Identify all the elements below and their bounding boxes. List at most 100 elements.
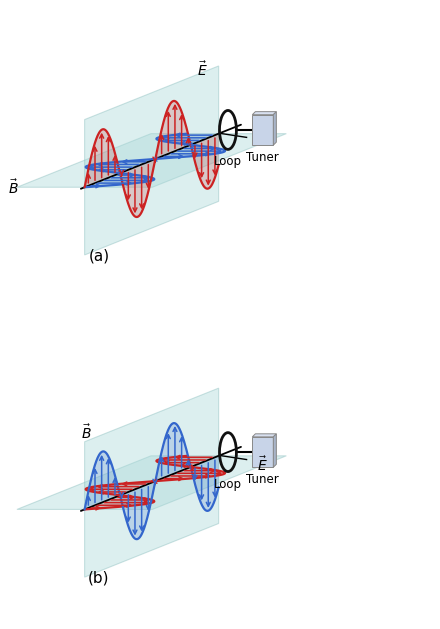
- Polygon shape: [199, 141, 200, 178]
- Polygon shape: [119, 170, 120, 174]
- Polygon shape: [106, 454, 107, 501]
- Text: Tuner: Tuner: [246, 151, 279, 164]
- Polygon shape: [200, 463, 201, 503]
- Polygon shape: [111, 464, 112, 499]
- Polygon shape: [17, 456, 286, 509]
- Polygon shape: [140, 165, 141, 214]
- Polygon shape: [166, 111, 167, 155]
- Polygon shape: [204, 462, 205, 509]
- Polygon shape: [143, 164, 144, 208]
- Polygon shape: [157, 470, 158, 481]
- Polygon shape: [198, 464, 199, 498]
- Polygon shape: [95, 462, 96, 505]
- Polygon shape: [179, 428, 180, 472]
- Polygon shape: [214, 457, 215, 502]
- Polygon shape: [183, 440, 184, 470]
- Polygon shape: [216, 457, 217, 495]
- Polygon shape: [92, 151, 93, 184]
- Polygon shape: [177, 425, 178, 472]
- Polygon shape: [162, 126, 163, 156]
- Polygon shape: [150, 483, 151, 504]
- Polygon shape: [191, 145, 192, 149]
- Polygon shape: [119, 492, 120, 496]
- Polygon shape: [173, 101, 174, 152]
- Polygon shape: [138, 166, 139, 216]
- Polygon shape: [171, 102, 172, 153]
- Polygon shape: [128, 169, 129, 206]
- Polygon shape: [129, 169, 130, 208]
- Text: $\vec{E}$: $\vec{E}$: [198, 60, 208, 79]
- Polygon shape: [90, 482, 91, 507]
- Polygon shape: [186, 448, 187, 469]
- Polygon shape: [136, 166, 137, 217]
- Polygon shape: [196, 465, 197, 490]
- Polygon shape: [137, 488, 138, 539]
- Polygon shape: [168, 107, 169, 154]
- Polygon shape: [192, 466, 193, 475]
- Polygon shape: [94, 144, 95, 184]
- Polygon shape: [84, 388, 219, 577]
- Polygon shape: [185, 123, 186, 147]
- Polygon shape: [190, 464, 191, 467]
- Polygon shape: [147, 484, 148, 518]
- Polygon shape: [116, 157, 117, 175]
- Polygon shape: [130, 491, 131, 533]
- Polygon shape: [126, 170, 127, 199]
- Text: (b): (b): [88, 571, 110, 586]
- Polygon shape: [198, 142, 199, 175]
- Polygon shape: [87, 494, 88, 508]
- Polygon shape: [148, 162, 149, 192]
- Polygon shape: [176, 102, 177, 150]
- Polygon shape: [188, 135, 189, 146]
- Polygon shape: [106, 131, 107, 179]
- Polygon shape: [107, 133, 108, 178]
- Polygon shape: [183, 118, 184, 148]
- Polygon shape: [149, 484, 150, 510]
- Polygon shape: [122, 172, 123, 184]
- Polygon shape: [95, 140, 96, 183]
- Polygon shape: [99, 454, 100, 503]
- Polygon shape: [210, 137, 211, 187]
- Polygon shape: [118, 488, 119, 496]
- Polygon shape: [153, 482, 154, 492]
- Polygon shape: [85, 181, 86, 187]
- Polygon shape: [91, 156, 92, 185]
- Polygon shape: [115, 153, 116, 175]
- Polygon shape: [114, 150, 115, 175]
- Polygon shape: [163, 122, 164, 156]
- Polygon shape: [169, 104, 170, 153]
- Text: Tuner: Tuner: [246, 474, 279, 486]
- Text: $\vec{E}$: $\vec{E}$: [257, 455, 268, 474]
- Polygon shape: [99, 131, 100, 181]
- Polygon shape: [146, 162, 147, 200]
- Polygon shape: [193, 466, 194, 479]
- Polygon shape: [207, 138, 208, 189]
- Polygon shape: [197, 142, 198, 171]
- Polygon shape: [109, 136, 110, 177]
- Polygon shape: [117, 484, 118, 496]
- Polygon shape: [182, 436, 183, 470]
- Polygon shape: [184, 121, 185, 147]
- Polygon shape: [115, 476, 116, 498]
- Polygon shape: [97, 136, 98, 182]
- Polygon shape: [180, 109, 181, 149]
- Polygon shape: [85, 503, 86, 509]
- Polygon shape: [127, 493, 128, 524]
- Polygon shape: [146, 485, 147, 522]
- Polygon shape: [179, 106, 180, 150]
- Polygon shape: [202, 140, 203, 185]
- Polygon shape: [87, 172, 88, 186]
- Polygon shape: [211, 459, 212, 508]
- Polygon shape: [110, 462, 111, 499]
- Polygon shape: [159, 459, 160, 479]
- Polygon shape: [130, 169, 131, 210]
- Text: $\vec{B}$: $\vec{B}$: [81, 423, 92, 442]
- Polygon shape: [112, 145, 113, 176]
- Polygon shape: [204, 139, 205, 187]
- Polygon shape: [217, 134, 218, 170]
- Polygon shape: [125, 493, 126, 518]
- Polygon shape: [96, 138, 97, 182]
- Polygon shape: [165, 114, 166, 155]
- Polygon shape: [213, 458, 214, 504]
- Polygon shape: [273, 434, 276, 467]
